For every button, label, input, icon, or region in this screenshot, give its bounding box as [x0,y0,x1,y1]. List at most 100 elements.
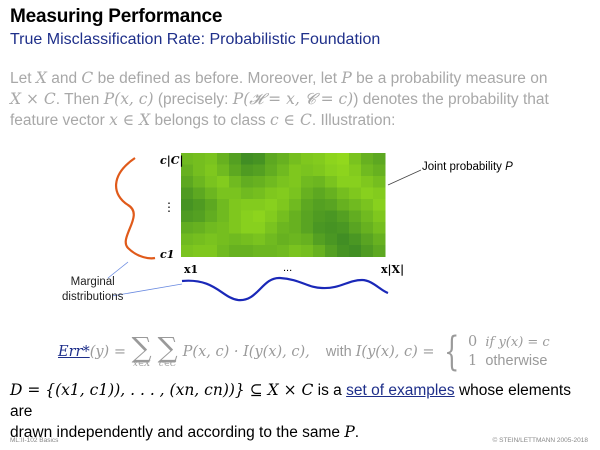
heatmap-cell [289,210,302,223]
heatmap-cell [193,153,206,165]
heatmap-cell [361,164,374,177]
heatmap-cell [229,210,242,223]
heatmap-cell [361,176,374,188]
heatmap-cell [205,233,218,246]
heatmap-cell [193,233,206,246]
intro-text: belongs to class [150,112,270,129]
heatmap-cell [373,233,386,246]
footer-slide-id: ML:II-102 Basics [10,437,59,444]
sum-over-x: ∑ x∈X [131,331,152,370]
heatmap-cell [265,233,278,246]
heatmap-cell [337,245,350,257]
heatmap-cell [217,176,230,188]
heatmap-cell [181,187,194,200]
heatmap-cell [313,233,326,246]
heatmap-cell [229,222,242,234]
heatmap-cell [337,222,350,234]
heatmap-cell [313,176,326,188]
intro-text: and [46,70,82,87]
heatmap-cell [205,210,218,223]
heatmap-cell [217,245,230,257]
heatmap-cell [349,199,362,211]
heatmap-cell [373,153,386,165]
y-label-top: c|C| [160,154,184,167]
heatmap-cell [265,153,278,165]
math-cinC: c ∈ C [269,111,312,129]
heatmap-cell [253,164,266,177]
slide-subtitle: True Misclassification Rate: Probabilist… [10,31,381,48]
heatmap-cell [373,164,386,177]
heatmap-cell [289,164,302,177]
marginal-distribution-y-curve [115,157,156,260]
heatmap-cell [337,187,350,200]
heatmap-cell [313,210,326,223]
heatmap-cell [337,210,350,223]
heatmap-cell [205,199,218,211]
heatmap-cell [373,187,386,200]
heatmap-cell [337,176,350,188]
heatmap-cell [265,187,278,200]
heatmap-cell [325,199,338,211]
heatmap-cell [373,210,386,223]
heatmap-cell [301,222,314,234]
joint-probability-label: Joint probability P [422,161,513,173]
intro-text: . Then [55,91,104,108]
heatmap-cell [373,222,386,234]
heatmap-cell [181,176,194,188]
heatmap-cell [325,210,338,223]
slide-title: Measuring Performance [10,6,223,27]
heatmap-cell [349,233,362,246]
sum-over-c: ∑ c∈C [157,331,178,370]
heatmap-cell [205,222,218,234]
intro-text: (precisely: [153,91,233,108]
cases-brace: { [443,329,459,375]
heatmap-cell [289,176,302,188]
set-of-examples-link[interactable]: set of examples [346,382,455,399]
heatmap-cell [181,222,194,234]
heatmap-cell [193,187,206,200]
illustration [107,153,422,302]
joint-probability-pointer [387,169,422,186]
math-precise: P(𝓗 = x, 𝓒 = c) [232,90,354,108]
heatmap-cell [373,176,386,188]
heatmap-cell [193,222,206,234]
heatmap-cell [193,245,206,257]
marginal-pointer-x [111,283,183,297]
heatmap-cell [277,164,290,177]
heatmap-cell [349,176,362,188]
dataset-definition: D = {(x1, c1)), . . . , (xn, cn))} ⊆ X ×… [10,381,314,399]
math-XxC: X × C [10,90,56,108]
intro-text: be defined as before. Moreover, let [93,70,342,87]
heatmap-cell [277,210,290,223]
heatmap-cell [229,187,242,200]
marginal-distribution-x-curve [181,276,389,302]
heatmap-cell [337,233,350,246]
marginal-distributions-label: Marginal distributions [62,276,124,303]
heatmap-cell [253,199,266,211]
heatmap-cell [361,245,374,257]
heatmap-cell [193,164,206,177]
heatmap-cell [325,153,338,165]
err-star-link[interactable]: Err* [58,343,90,360]
heatmap-cell [349,187,362,200]
heatmap-cell [289,222,302,234]
heatmap-cell [277,222,290,234]
heatmap-cell [229,176,242,188]
heatmap-cell [325,245,338,257]
heatmap-cell [289,187,302,200]
heatmap-cell [301,164,314,177]
intro-text: . Illustration: [311,112,396,129]
heatmap-cell [229,233,242,246]
heatmap-cell [349,222,362,234]
intro-text: ) denotes the probability that [353,91,549,108]
heatmap-cell [241,199,254,211]
heatmap-cell [313,199,326,211]
heatmap-cell [349,210,362,223]
heatmap-cell [193,210,206,223]
heatmap-cell [301,210,314,223]
heatmap-cell [277,153,290,165]
heatmap-cell [301,153,314,165]
math-X: X [35,69,47,87]
marginal-pointer-y [107,261,129,279]
heatmap-cell [349,245,362,257]
